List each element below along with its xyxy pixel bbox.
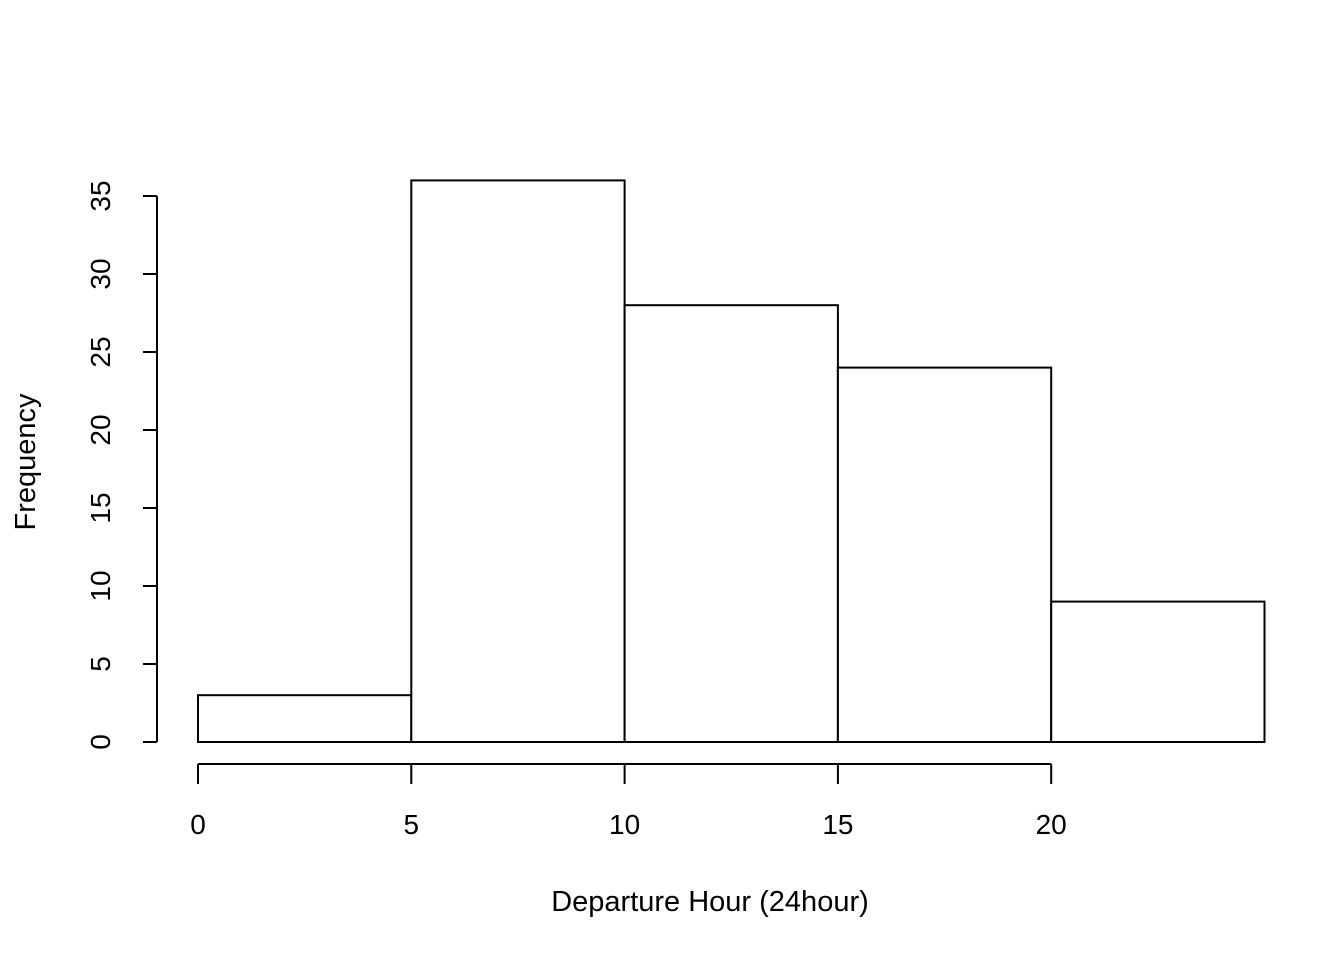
x-tick-label-1: 5 [404, 809, 420, 840]
y-axis-title: Frequency [10, 393, 42, 531]
y-tick-label-2: 10 [85, 570, 116, 601]
x-axis-title: Departure Hour (24hour) [551, 886, 869, 918]
histogram-bar-3 [836, 366, 1053, 743]
y-tick-label-4: 20 [85, 414, 116, 445]
x-tick-label-0: 0 [190, 809, 206, 840]
y-tick-label-0: 0 [85, 734, 116, 750]
x-tick-label-2: 10 [609, 809, 640, 840]
x-tick-label-4: 20 [1036, 809, 1067, 840]
x-tick-label-3: 15 [822, 809, 853, 840]
y-tick-label-7: 35 [85, 180, 116, 211]
histogram-bar-2 [623, 304, 839, 743]
y-tick-label-1: 5 [85, 656, 116, 672]
histogram-bar-0 [197, 694, 413, 744]
y-tick-label-6: 30 [85, 258, 116, 289]
y-axis: 0 5 10 15 20 25 30 35 [85, 180, 158, 750]
histogram-bars [197, 179, 1266, 744]
x-axis: 0 5 10 15 20 [190, 763, 1067, 840]
y-tick-label-5: 25 [85, 336, 116, 367]
histogram-bar-1 [410, 179, 626, 743]
histogram-bar-4 [1050, 600, 1266, 743]
y-tick-label-3: 15 [85, 492, 116, 523]
